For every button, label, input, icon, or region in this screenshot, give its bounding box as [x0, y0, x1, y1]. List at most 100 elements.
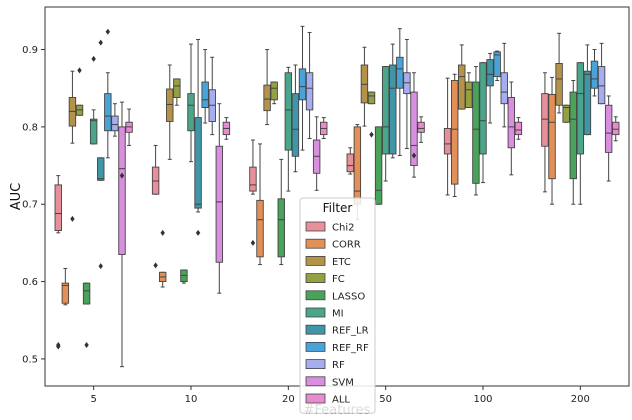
box-all-20: [320, 117, 328, 139]
x-tick-label: 50: [379, 394, 392, 405]
y-tick-label: 0.9: [22, 45, 38, 56]
box-all-50: [417, 116, 425, 143]
box-iqr: [562, 104, 570, 123]
box-ref-rf-50: [396, 28, 404, 157]
box-iqr: [389, 64, 397, 155]
legend-label-etc: ETC: [332, 257, 351, 268]
box-corr-5: [61, 267, 70, 306]
box-iqr: [381, 66, 390, 155]
box-iqr: [263, 84, 271, 112]
box-mi-5: [89, 55, 98, 145]
box-iqr: [493, 51, 501, 78]
box-all-10: [222, 117, 231, 140]
box-fc-200: [562, 104, 570, 123]
box-iqr: [166, 88, 174, 122]
box-fc-20: [270, 81, 278, 105]
outlier-point: [91, 55, 96, 62]
outlier-point: [411, 152, 417, 159]
x-tick-label: 100: [473, 394, 492, 405]
box-corr-10: [158, 229, 167, 288]
box-rf-20: [305, 32, 314, 139]
box-chi2-20: [249, 139, 257, 246]
outlier-point: [160, 229, 165, 236]
box-etc-100: [458, 44, 466, 110]
legend-label-fc: FC: [332, 274, 345, 285]
outlier-point: [56, 343, 61, 350]
box-chi2-200: [541, 72, 549, 193]
box-iqr: [465, 81, 473, 109]
legend-label-svm: SVM: [332, 377, 354, 388]
box-ref-lr-200: [583, 44, 592, 136]
box-corr-100: [450, 73, 459, 197]
box-rf-200: [597, 42, 606, 105]
box-lasso-100: [472, 66, 480, 196]
box-iqr: [353, 126, 362, 205]
legend: Filter Chi2 CORR ETC FC LASSO MI REF_LR REF_RF R…: [299, 197, 376, 414]
box-etc-10: [166, 64, 174, 160]
box-iqr: [89, 118, 98, 145]
box-lasso-5: [82, 282, 91, 349]
box-iqr: [590, 60, 599, 89]
box-etc-5: [68, 70, 77, 222]
legend-swatch-ref-rf: [305, 341, 326, 352]
box-iqr: [612, 121, 620, 136]
legend-label-all: ALL: [332, 395, 350, 406]
box-lasso-20: [277, 158, 285, 266]
box-svm-200: [604, 95, 613, 182]
legend-title: Filter: [323, 201, 353, 215]
legend-label-lasso: LASSO: [332, 291, 365, 302]
box-chi2-5: [54, 175, 62, 350]
legend-swatch-chi2: [305, 221, 326, 232]
box-fc-5: [75, 67, 84, 116]
box-iqr: [479, 62, 487, 155]
outlier-point: [119, 172, 125, 179]
box-iqr: [604, 104, 613, 153]
legend-swatch-fc: [305, 273, 326, 284]
box-fc-10: [173, 78, 181, 106]
box-ref-rf-5: [104, 28, 112, 159]
box-corr-200: [548, 76, 556, 205]
y-tick-label: 0.7: [22, 200, 38, 211]
legend-swatch-rf: [305, 359, 326, 370]
box-ref-lr-5: [97, 39, 105, 270]
box-etc-200: [555, 32, 563, 114]
box-svm-5: [118, 101, 126, 368]
outlier-point: [98, 263, 103, 270]
box-iqr: [500, 72, 508, 105]
box-lasso-50: [374, 126, 383, 205]
box-iqr: [118, 126, 126, 255]
box-iqr: [54, 184, 62, 231]
box-ref-lr-10: [194, 38, 202, 236]
x-tick-label: 20: [282, 394, 295, 405]
box-ref-rf-10: [201, 49, 209, 124]
box-iqr: [82, 282, 91, 305]
legend-swatch-ref-lr: [305, 324, 326, 335]
box-all-200: [612, 116, 620, 142]
box-svm-100: [507, 81, 516, 176]
box-svm-50: [410, 72, 418, 178]
box-iqr: [514, 121, 523, 136]
box-svm-20: [312, 116, 321, 191]
box-iqr: [97, 157, 105, 181]
box-iqr: [443, 127, 452, 155]
box-iqr: [111, 115, 119, 132]
box-iqr: [486, 59, 494, 87]
box-iqr: [256, 199, 264, 258]
box-ref-rf-200: [590, 49, 599, 97]
box-iqr: [270, 81, 278, 101]
y-tick-label: 0.5: [22, 354, 38, 365]
box-iqr: [507, 97, 516, 149]
box-rf-100: [500, 42, 508, 128]
box-iqr: [396, 56, 404, 89]
legend-swatch-lasso: [305, 290, 326, 301]
outlier-point: [98, 39, 103, 46]
box-etc-50: [360, 46, 369, 127]
box-iqr: [367, 91, 376, 105]
box-mi-20: [284, 66, 293, 192]
box-all-100: [514, 117, 523, 140]
box-iqr: [215, 145, 224, 263]
box-rf-5: [111, 103, 119, 137]
box-iqr: [284, 72, 293, 151]
legend-swatch-all: [305, 393, 326, 404]
box-iqr: [305, 72, 314, 111]
